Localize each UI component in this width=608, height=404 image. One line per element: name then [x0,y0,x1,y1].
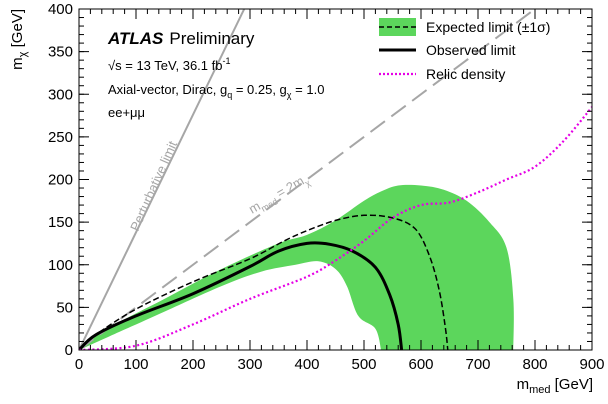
x-tick-label: 900 [579,356,604,373]
x-tick-label: 0 [75,356,83,373]
y-tick-label: 250 [48,129,73,146]
y-tick-label: 150 [48,214,73,231]
x-tick-label: 100 [123,356,148,373]
y-tick-label: 300 [48,86,73,103]
y-tick-label: 200 [48,172,73,189]
perturbative-limit-line [79,9,246,350]
x-tick-label: 400 [294,356,319,373]
x-axis-label: mmed [GeV] [517,376,593,396]
mmed-2mchi-line [79,9,536,350]
legend: Expected limit (±1σ) Observed limit Reli… [379,18,550,82]
x-tick-label: 800 [522,356,547,373]
plot-area [79,9,592,350]
y-tick-label: 100 [48,257,73,274]
expected-band [79,184,514,350]
channel-label: ee+μμ [108,105,145,120]
relic-density-line [79,106,592,350]
expected-limit-line [79,214,449,350]
x-tick-label: 200 [180,356,205,373]
y-tick-label: 350 [48,44,73,61]
y-tick-label: 400 [48,1,73,18]
x-tick-label: 300 [237,356,262,373]
mmed-2mchi-label: mmed = 2mχ [246,170,312,219]
observed-limit-line [79,241,404,350]
y-axis-label: mχ [GeV] [9,9,29,70]
x-tick-label: 600 [408,356,433,373]
perturbative-limit-label: Perturbative limit [127,138,180,233]
legend-label-expected: Expected limit (±1σ) [426,19,550,35]
legend-label-relic: Relic density [426,66,505,82]
axis-ticks: 0 100 200 300 400 500 600 700 800 900 0 50 100 150 200… [48,1,605,373]
model-label: Axial-vector, Dirac, gq = 0.25, gχ = 1.0 [108,82,324,100]
legend-label-observed: Observed limit [426,42,516,58]
energy-lumi-label: √s = 13 TeV, 36.1 fb-1 [108,56,231,73]
x-tick-label: 700 [465,356,490,373]
x-tick-label: 500 [351,356,376,373]
atlas-label: ATLAS Preliminary [107,29,255,48]
y-tick-label: 50 [56,299,73,316]
y-tick-label: 0 [65,342,73,359]
